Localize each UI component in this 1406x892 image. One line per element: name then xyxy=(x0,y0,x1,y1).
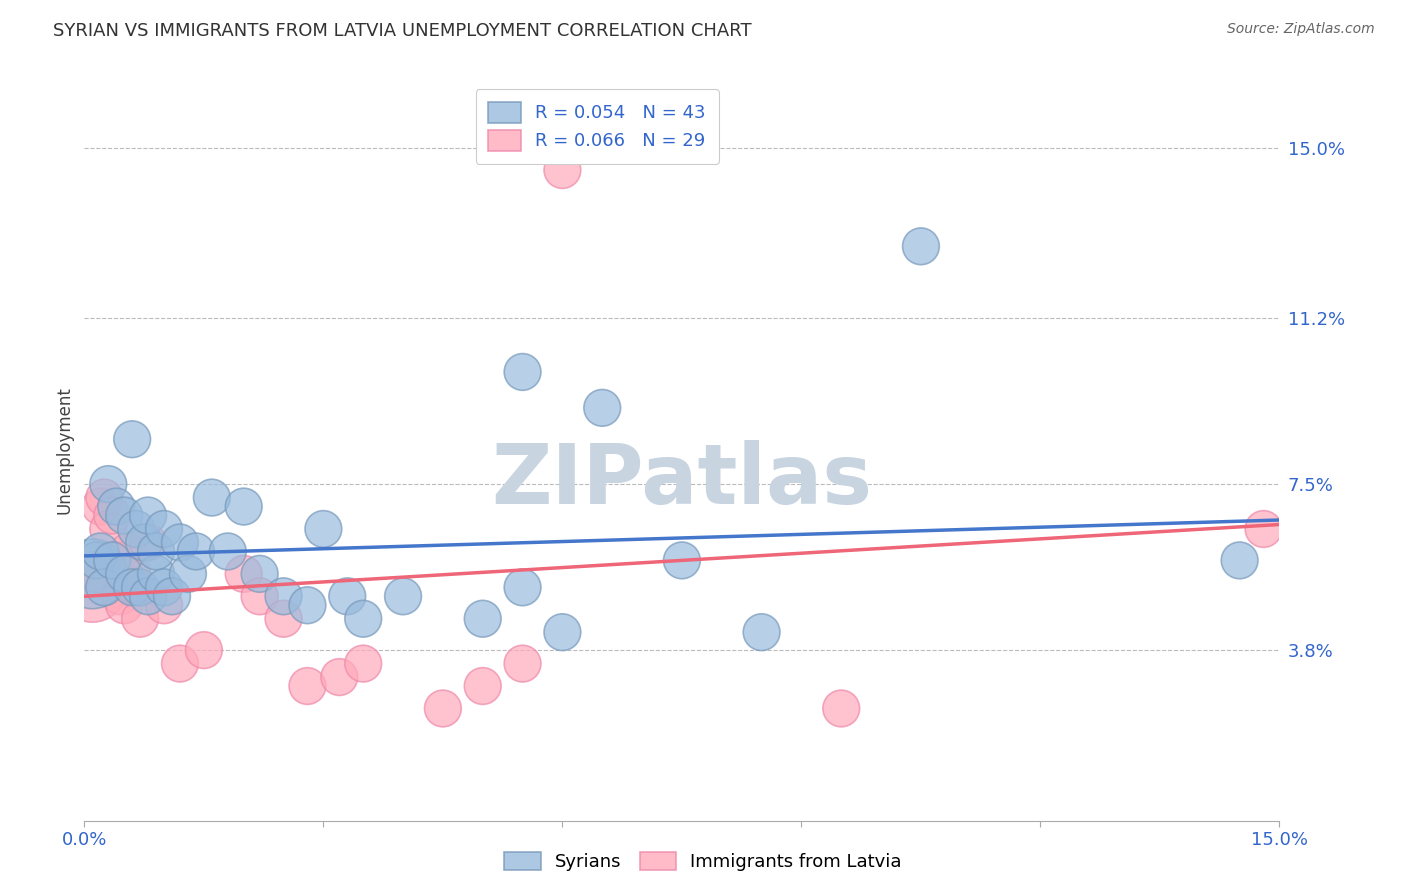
Point xyxy=(136,589,159,603)
Point xyxy=(89,544,111,558)
Point xyxy=(121,566,143,581)
Y-axis label: Unemployment: Unemployment xyxy=(55,386,73,515)
Point xyxy=(125,522,148,536)
Point xyxy=(471,612,494,626)
Point xyxy=(86,566,108,581)
Point xyxy=(352,612,374,626)
Point xyxy=(471,679,494,693)
Point xyxy=(105,500,128,514)
Point xyxy=(97,477,120,491)
Point xyxy=(671,553,693,567)
Point xyxy=(121,580,143,594)
Point xyxy=(432,701,454,715)
Point xyxy=(512,580,534,594)
Point xyxy=(169,657,191,671)
Point xyxy=(89,500,111,514)
Point xyxy=(86,553,108,567)
Point xyxy=(93,491,115,505)
Point xyxy=(392,589,415,603)
Text: ZIPatlas: ZIPatlas xyxy=(492,440,872,521)
Point xyxy=(273,589,295,603)
Point xyxy=(153,522,176,536)
Point xyxy=(82,566,104,581)
Point xyxy=(121,432,143,446)
Text: SYRIAN VS IMMIGRANTS FROM LATVIA UNEMPLOYMENT CORRELATION CHART: SYRIAN VS IMMIGRANTS FROM LATVIA UNEMPLO… xyxy=(53,22,752,40)
Point xyxy=(232,566,254,581)
Point xyxy=(132,535,156,549)
Point xyxy=(193,643,215,657)
Point xyxy=(160,589,183,603)
Point xyxy=(217,544,239,558)
Point xyxy=(101,508,124,523)
Point xyxy=(145,566,167,581)
Point xyxy=(910,239,932,253)
Point xyxy=(136,508,159,523)
Point xyxy=(169,535,191,549)
Point xyxy=(117,544,139,558)
Point xyxy=(328,670,350,684)
Point xyxy=(153,599,176,613)
Point xyxy=(129,612,152,626)
Point xyxy=(110,589,132,603)
Point xyxy=(153,580,176,594)
Point xyxy=(1253,522,1275,536)
Point xyxy=(830,701,852,715)
Point xyxy=(512,657,534,671)
Point xyxy=(591,401,613,415)
Point xyxy=(297,679,319,693)
Point xyxy=(249,566,271,581)
Point xyxy=(105,553,128,567)
Point xyxy=(112,508,135,523)
Point xyxy=(184,544,207,558)
Point xyxy=(145,544,167,558)
Point xyxy=(273,612,295,626)
Text: Source: ZipAtlas.com: Source: ZipAtlas.com xyxy=(1227,22,1375,37)
Point xyxy=(297,599,319,613)
Point xyxy=(101,553,124,567)
Point xyxy=(97,522,120,536)
Point xyxy=(249,589,271,603)
Point xyxy=(551,625,574,640)
Point xyxy=(1229,553,1251,567)
Point xyxy=(751,625,773,640)
Point xyxy=(512,365,534,379)
Point xyxy=(312,522,335,536)
Point xyxy=(125,580,148,594)
Point xyxy=(129,580,152,594)
Point xyxy=(82,580,104,594)
Point xyxy=(136,535,159,549)
Point xyxy=(551,163,574,178)
Point xyxy=(112,566,135,581)
Point xyxy=(232,500,254,514)
Point xyxy=(336,589,359,603)
Point xyxy=(112,599,135,613)
Point xyxy=(352,657,374,671)
Point xyxy=(93,580,115,594)
Point xyxy=(177,566,200,581)
Legend: Syrians, Immigrants from Latvia: Syrians, Immigrants from Latvia xyxy=(498,845,908,879)
Legend: R = 0.054   N = 43, R = 0.066   N = 29: R = 0.054 N = 43, R = 0.066 N = 29 xyxy=(475,89,718,163)
Point xyxy=(201,491,224,505)
